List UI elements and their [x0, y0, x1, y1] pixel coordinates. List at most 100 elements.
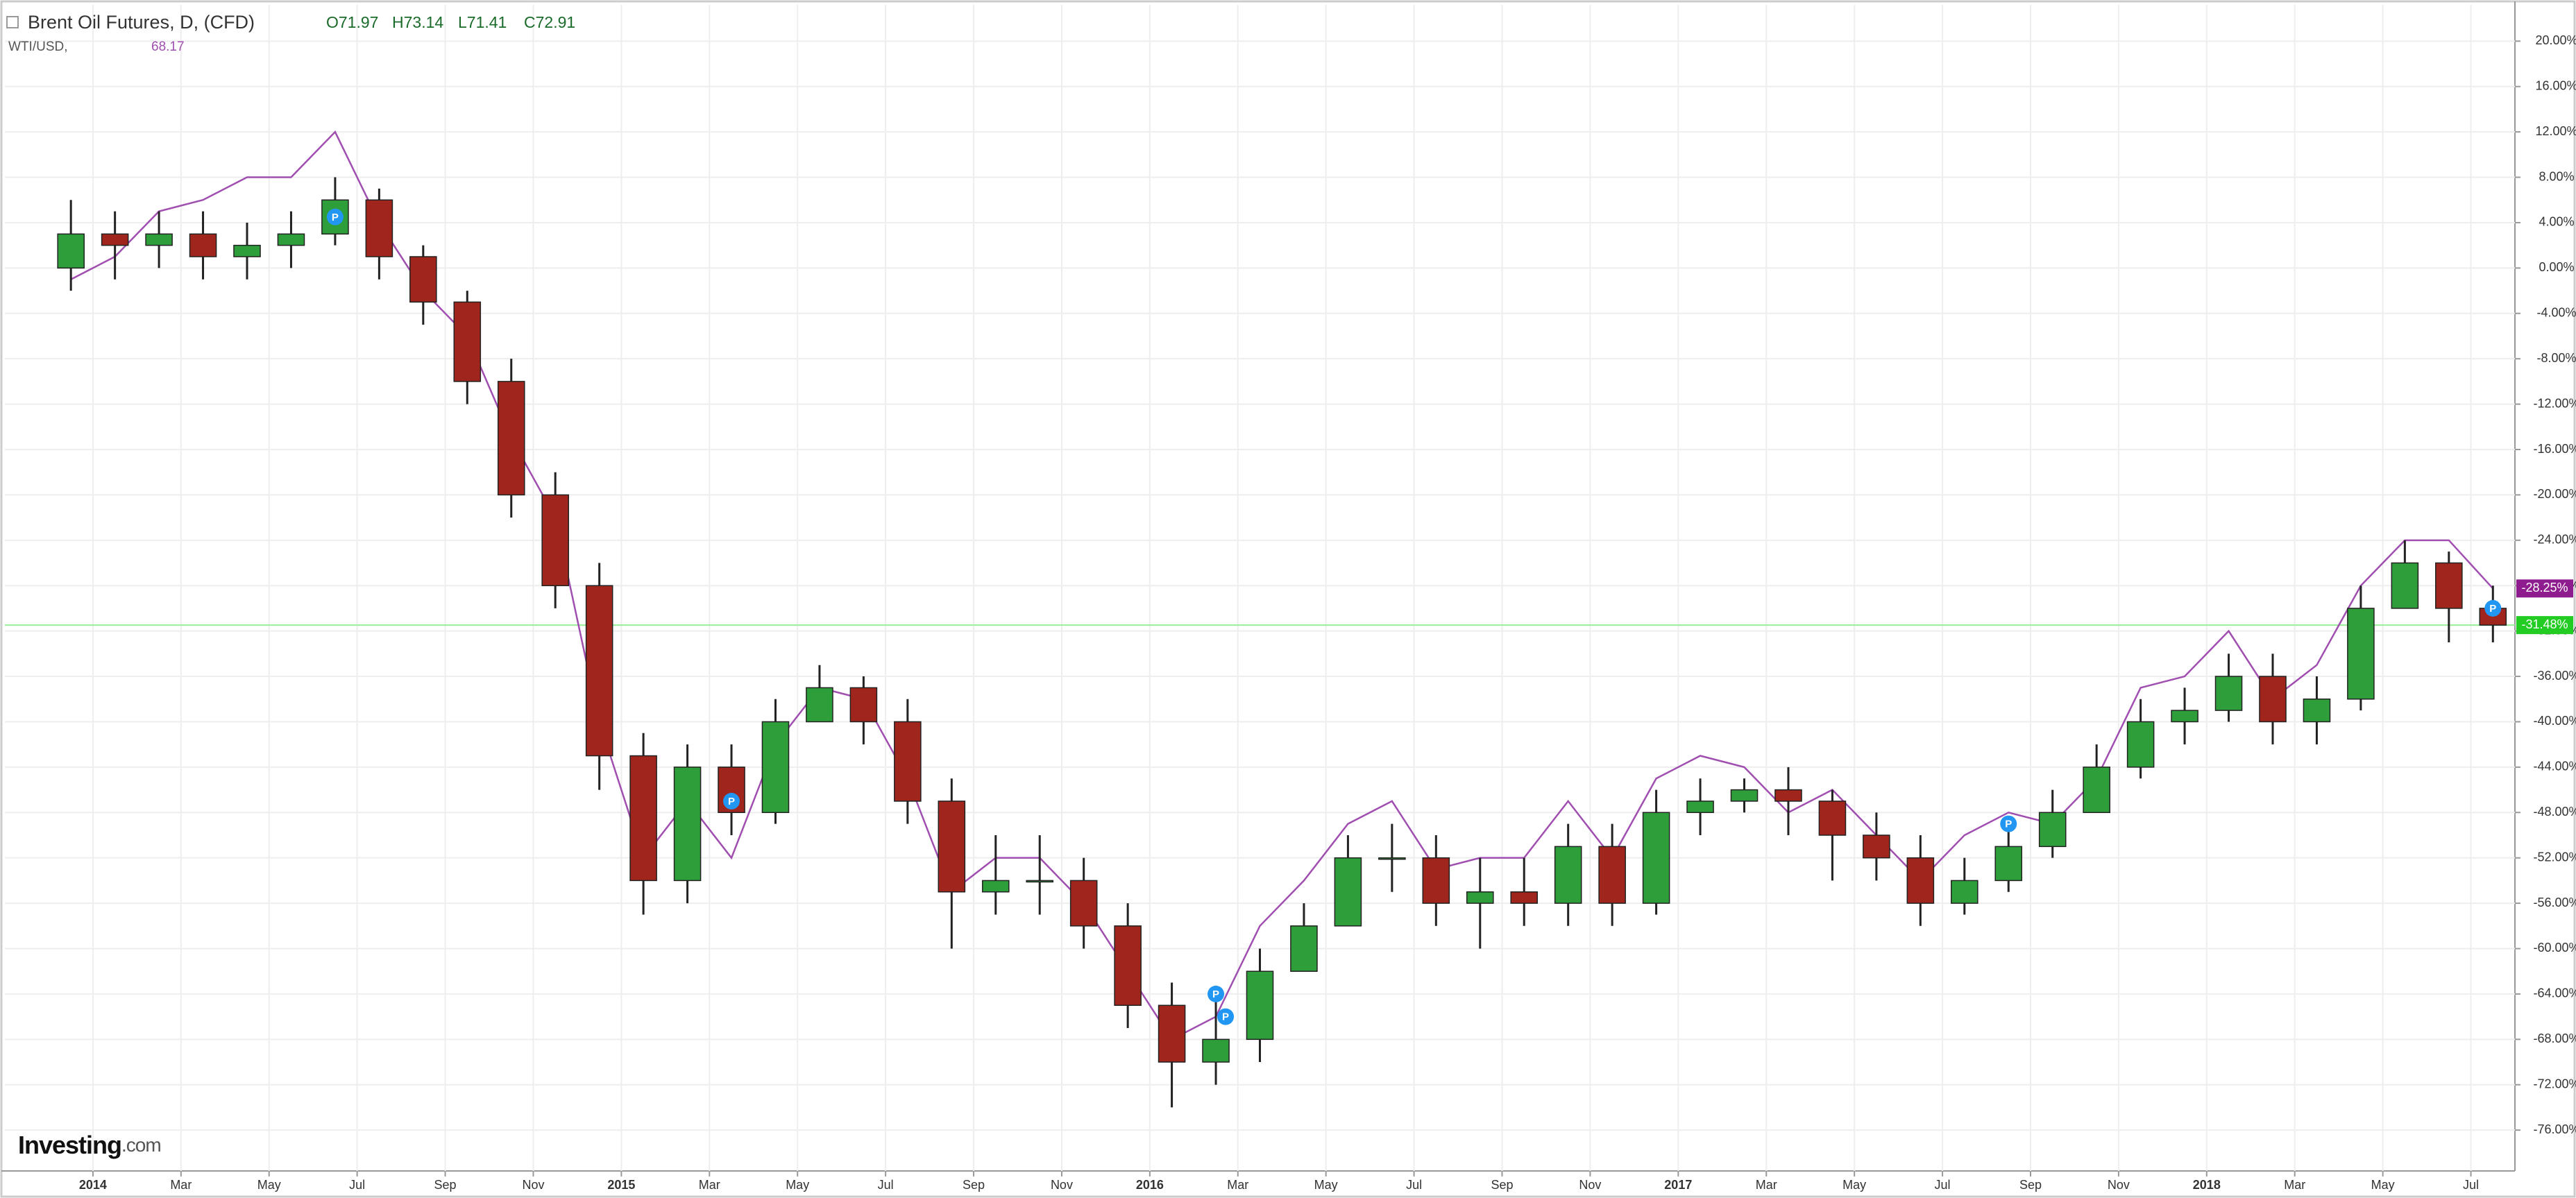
y-tick-label: -56.00% [2533, 896, 2576, 909]
candle-body [894, 721, 922, 802]
y-tick-label: -44.00% [2533, 760, 2576, 773]
y-tick-label: -16.00% [2533, 442, 2576, 456]
candle-body [2083, 767, 2110, 814]
candle-body [849, 687, 878, 723]
candle-body [1906, 857, 1935, 904]
candle-body [1246, 970, 1274, 1041]
y-tick-label: -76.00% [2533, 1122, 2576, 1136]
x-tick-label: May [2371, 1178, 2395, 1192]
candle-body [145, 233, 173, 246]
candle-body [1598, 846, 1626, 904]
candle-body [101, 233, 129, 246]
y-tick-label: -64.00% [2533, 986, 2576, 1000]
candle-body [761, 721, 790, 814]
event-label: P [332, 212, 339, 223]
watermark-brand: Investing [18, 1131, 121, 1159]
candle-body [1114, 925, 1142, 1007]
ohlc-label: H73.14 [392, 13, 443, 31]
y-tick-label: 12.00% [2535, 124, 2576, 138]
y-tick-label: 16.00% [2535, 78, 2576, 92]
candle-body [1554, 846, 1582, 904]
legend-entry: WTI/USD, [8, 40, 68, 54]
y-tick-label: -20.00% [2533, 487, 2576, 501]
candle-body [1158, 1004, 1186, 1063]
x-tick-label: Mar [2284, 1178, 2305, 1192]
y-tick-label: 4.00% [2539, 215, 2574, 229]
y-tick-label: -12.00% [2533, 396, 2576, 410]
x-tick-label: Nov [1579, 1178, 1601, 1192]
y-tick-label: 20.00% [2535, 33, 2576, 47]
candle-body [453, 301, 482, 382]
ohlc-label: L71.41 [458, 13, 507, 31]
candle-body [1290, 925, 1318, 972]
candle-body [1466, 891, 1494, 904]
y-tick-label: -72.00% [2533, 1077, 2576, 1090]
x-tick-label: 2015 [607, 1178, 635, 1192]
x-tick-label: Jul [1935, 1178, 1951, 1192]
last-value-box [2516, 616, 2573, 635]
y-tick-label: -24.00% [2533, 533, 2576, 547]
x-tick-label: Mar [170, 1178, 192, 1192]
legend-price: 68.17 [151, 40, 185, 54]
event-marker [723, 792, 740, 810]
candle-body [1202, 1038, 1230, 1063]
x-tick-label: Sep [1491, 1178, 1513, 1192]
candle-body [1863, 835, 1890, 859]
candle-body [2347, 608, 2375, 700]
y-tick-label: 0.00% [2539, 260, 2574, 274]
x-tick-label: Mar [699, 1178, 720, 1192]
candle-body [1994, 846, 2023, 882]
candle-body [673, 767, 702, 882]
y-tick-label: -36.00% [2533, 669, 2576, 683]
y-tick-label: -52.00% [2533, 850, 2576, 864]
event-label: P [1222, 1011, 1229, 1023]
candle-body [1686, 801, 1714, 814]
x-tick-label: Nov [2108, 1178, 2130, 1192]
x-tick-label: Jul [349, 1178, 365, 1192]
candle-body [2038, 812, 2067, 848]
watermark: Investing.com [18, 1131, 161, 1159]
candle-body [806, 687, 833, 723]
event-label: P [2005, 819, 2012, 830]
candle-body [1774, 789, 1802, 802]
candle-body [2259, 676, 2287, 723]
candle-body [1378, 857, 1406, 860]
candle-body [938, 801, 966, 893]
candle-body [409, 256, 437, 303]
y-tick-label: -48.00% [2533, 805, 2576, 819]
x-tick-label: Jul [2463, 1178, 2479, 1192]
y-tick-label: -4.00% [2536, 306, 2576, 320]
ohlc-label: C72.91 [524, 13, 575, 31]
candle-body [2214, 676, 2243, 711]
y-tick-label: -40.00% [2533, 714, 2576, 728]
event-marker [2000, 815, 2017, 832]
x-tick-label: Sep [2019, 1178, 2042, 1192]
candle-body [1069, 880, 1098, 927]
last-value-label: -28.25% [2521, 581, 2568, 594]
candle-body [541, 494, 569, 586]
x-tick-label: Jul [878, 1178, 894, 1192]
x-tick-label: 2014 [79, 1178, 107, 1192]
collapse-icon [6, 16, 19, 28]
x-tick-label: Sep [963, 1178, 985, 1192]
last-value-label: -31.48% [2521, 617, 2568, 631]
x-tick-label: 2017 [1664, 1178, 1692, 1192]
y-tick-label: -68.00% [2533, 1032, 2576, 1045]
event-marker [1217, 1008, 1235, 1025]
candle-body [1334, 857, 1362, 927]
x-tick-label: Nov [522, 1178, 544, 1192]
candle-body [1422, 857, 1450, 904]
candle-body [585, 585, 613, 757]
last-value-box [2516, 579, 2573, 598]
x-tick-label: Sep [434, 1178, 457, 1192]
candle-body [1818, 801, 1847, 836]
y-tick-label: -8.00% [2536, 351, 2576, 365]
candle-body [1642, 812, 1670, 904]
candle-body [189, 233, 217, 257]
candle-body [1510, 891, 1539, 904]
event-label: P [728, 796, 735, 807]
candle-body [497, 381, 525, 496]
candle-body [365, 199, 393, 257]
candle-body [1730, 789, 1759, 802]
